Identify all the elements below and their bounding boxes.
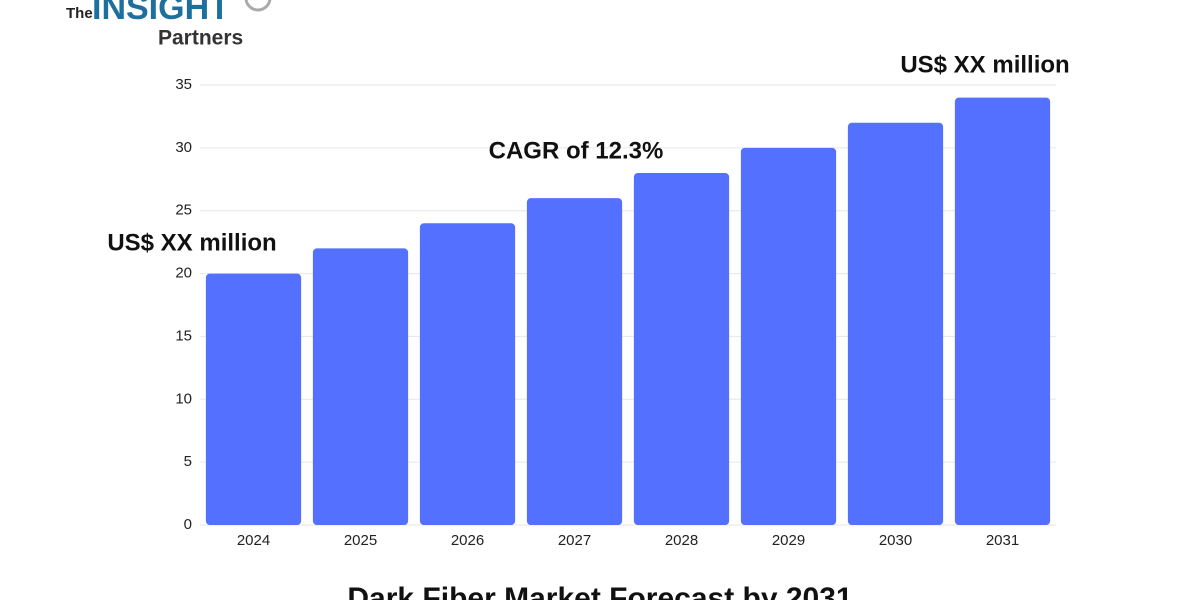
- y-tick-label: 10: [175, 390, 192, 407]
- annotation: CAGR of 12.3%: [489, 137, 664, 164]
- y-tick-label: 15: [175, 327, 192, 344]
- x-tick-label: 2029: [772, 532, 805, 549]
- y-tick-label: 0: [184, 516, 192, 533]
- y-tick-label: 35: [175, 76, 192, 93]
- annotation: US$ XX million: [900, 51, 1069, 78]
- x-tick-label: 2031: [986, 532, 1019, 549]
- y-tick-label: 30: [175, 139, 192, 156]
- x-tick-label: 2024: [237, 532, 270, 549]
- chart-title: Dark Fiber Market Forecast by 2031: [347, 582, 852, 600]
- bar: [205, 273, 302, 525]
- bar: [633, 173, 730, 525]
- bar: [419, 223, 516, 526]
- x-tick-label: 2026: [451, 532, 484, 549]
- logo-name: INSIGHT: [92, 0, 230, 27]
- bar: [847, 122, 944, 525]
- logo: The INSIGHT Partners: [66, 0, 272, 50]
- bar: [740, 147, 837, 525]
- y-tick-label: 20: [175, 265, 192, 282]
- bar: [954, 97, 1051, 526]
- logo-prefix: The: [66, 5, 93, 22]
- logo-sub: Partners: [158, 27, 243, 50]
- logo-icon: [244, 0, 272, 12]
- annotation: US$ XX million: [107, 229, 276, 256]
- bar: [526, 198, 623, 525]
- x-tick-label: 2028: [665, 532, 698, 549]
- bar: [312, 248, 409, 525]
- x-tick-label: 2025: [344, 532, 377, 549]
- y-tick-label: 5: [184, 453, 192, 470]
- y-tick-label: 25: [175, 202, 192, 219]
- x-tick-label: 2030: [879, 532, 912, 549]
- x-tick-label: 2027: [558, 532, 591, 549]
